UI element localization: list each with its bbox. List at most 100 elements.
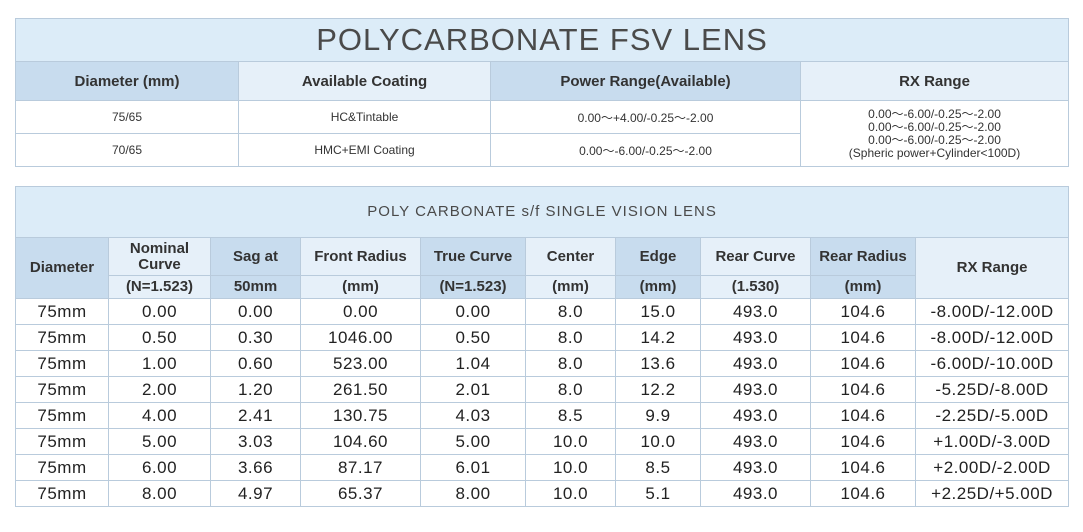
column-header: True Curve — [420, 237, 526, 276]
table-title: POLY CARBONATE s/f SINGLE VISION LENS — [14, 186, 1070, 238]
cell: 0.00 — [108, 298, 211, 325]
cell: 10.0 — [525, 428, 616, 455]
rx-line: 0.00～-6.00/-0.25～-2.00 — [868, 106, 1001, 121]
cell: 493.0 — [700, 402, 811, 429]
cell: 493.0 — [700, 324, 811, 351]
cell: 65.37 — [300, 480, 421, 507]
cell: 104.6 — [810, 298, 916, 325]
cell: 75mm — [15, 402, 109, 429]
column-header: Front Radius — [300, 237, 421, 276]
cell: HMC+EMI Coating — [238, 133, 491, 167]
cell: 8.0 — [525, 376, 616, 403]
cell: 104.6 — [810, 324, 916, 351]
cell: 0.00～-6.00/-0.25～-2.00 — [490, 133, 801, 167]
column-unit: 50mm — [210, 275, 301, 299]
cell: 493.0 — [700, 428, 811, 455]
column-header: Edge — [615, 237, 701, 276]
column-unit: (1.530) — [700, 275, 811, 299]
data-row: 75mm 0.50 0.30 1046.00 0.50 8.0 14.2 493.0 104.6… — [15, 324, 1070, 351]
column-header: Rear Radius — [810, 237, 916, 276]
cell: 8.5 — [525, 402, 616, 429]
cell: 14.2 — [615, 324, 701, 351]
column-header: Nominal Curve — [108, 237, 211, 276]
cell: 493.0 — [700, 298, 811, 325]
cell: 75/65 — [15, 100, 239, 134]
column-header: Rear Curve — [700, 237, 811, 276]
cell: 6.00 — [108, 454, 211, 481]
data-row: 75mm 1.00 0.60 523.00 1.04 8.0 13.6 493.0 104.6-… — [15, 350, 1070, 377]
column-unit: (N=1.523) — [420, 275, 526, 299]
cell: 2.00 — [108, 376, 211, 403]
cell: 70/65 — [15, 133, 239, 167]
cell: 2.01 — [420, 376, 526, 403]
cell: 1046.00 — [300, 324, 421, 351]
cell: 9.9 — [615, 402, 701, 429]
cell: -8.00D/-12.00D — [914, 298, 1070, 325]
cell: 6.01 — [420, 454, 526, 481]
header-row: (N=1.523) 50mm (mm) (N=1.523) (mm) (mm) (1.530… — [16, 275, 1069, 299]
column-header: Available Coating — [238, 61, 491, 101]
cell: 75mm — [15, 428, 109, 455]
column-unit: (mm) — [525, 275, 616, 299]
header-row: Diameter Nominal Curve Sag at Front Radius T… — [15, 237, 1070, 299]
cell: 0.00 — [300, 298, 421, 325]
cell: 8.00 — [108, 480, 211, 507]
cell: 75mm — [15, 324, 109, 351]
cell: 3.66 — [210, 454, 301, 481]
cell: 75mm — [15, 454, 109, 481]
cell: HC&Tintable — [238, 100, 491, 134]
data-row: 75mm 4.00 2.41 130.75 4.03 8.5 9.9 493.0 104.6 -2… — [15, 402, 1070, 429]
sv-table: POLY CARBONATE s/f SINGLE VISION LENS Di… — [14, 186, 1070, 507]
data-row: 75mm 8.00 4.97 65.37 8.00 10.0 5.1 493.0 104.6 +2… — [15, 480, 1070, 507]
cell: -6.00D/-10.00D — [914, 350, 1070, 377]
cell: 87.17 — [300, 454, 421, 481]
cell: 104.6 — [810, 428, 916, 455]
cell: 8.0 — [525, 350, 616, 377]
cell: 104.6 — [810, 402, 916, 429]
cell: 104.6 — [810, 454, 916, 481]
column-unit: (mm) — [810, 275, 916, 299]
cell: 5.1 — [615, 480, 701, 507]
rx-range-cell: 0.00～-6.00/-0.25～-2.00 0.00～-6.00/-0.25～-… — [799, 100, 1070, 167]
cell: 0.00～+4.00/-0.25～-2.00 — [490, 100, 801, 134]
cell: 0.60 — [210, 350, 301, 377]
cell: 0.30 — [210, 324, 301, 351]
cell: 75mm — [15, 480, 109, 507]
cell: 4.00 — [108, 402, 211, 429]
cell: 0.50 — [420, 324, 526, 351]
data-row: 70/65 HMC+EMI Coating 0.00～-6.00/-0.25～-2.… — [15, 133, 1069, 167]
fsv-table: POLYCARBONATE FSV LENS Diameter (mm) Avai… — [14, 18, 1070, 167]
cell: 3.03 — [210, 428, 301, 455]
cell: 1.20 — [210, 376, 301, 403]
data-row: 75mm 2.00 1.20 261.50 2.01 8.0 12.2 493.0 104.6-… — [15, 376, 1070, 403]
cell: 8.00 — [420, 480, 526, 507]
cell: +1.00D/-3.00D — [914, 428, 1070, 455]
column-header: RX Range — [914, 237, 1070, 299]
cell: 493.0 — [700, 350, 811, 377]
cell: 2.41 — [210, 402, 301, 429]
cell: 104.6 — [810, 480, 916, 507]
cell: 75mm — [15, 376, 109, 403]
column-header: Center — [525, 237, 616, 276]
cell: 130.75 — [300, 402, 421, 429]
cell: 0.00 — [420, 298, 526, 325]
cell: 1.04 — [420, 350, 526, 377]
cell: -5.25D/-8.00D — [914, 376, 1070, 403]
cell: 104.6 — [810, 350, 916, 377]
data-row: 75mm 0.00 0.00 0.00 0.00 8.0 15.0 493.0 104.6 -8.… — [15, 298, 1070, 325]
table-title: POLYCARBONATE FSV LENS — [14, 18, 1070, 62]
rx-line: 0.00～-6.00/-0.25～-2.00 — [868, 119, 1001, 134]
cell: 104.60 — [300, 428, 421, 455]
column-unit: (mm) — [300, 275, 421, 299]
cell: 12.2 — [615, 376, 701, 403]
cell: 10.0 — [525, 454, 616, 481]
cell: 1.00 — [108, 350, 211, 377]
cell: 13.6 — [615, 350, 701, 377]
column-header: Diameter (mm) — [15, 61, 239, 101]
cell: +2.00D/-2.00D — [914, 454, 1070, 481]
cell: 15.0 — [615, 298, 701, 325]
cell: 4.97 — [210, 480, 301, 507]
header-row: Diameter (mm) Available Coating Power Rang… — [15, 61, 1070, 101]
column-unit: (mm) — [615, 275, 701, 299]
